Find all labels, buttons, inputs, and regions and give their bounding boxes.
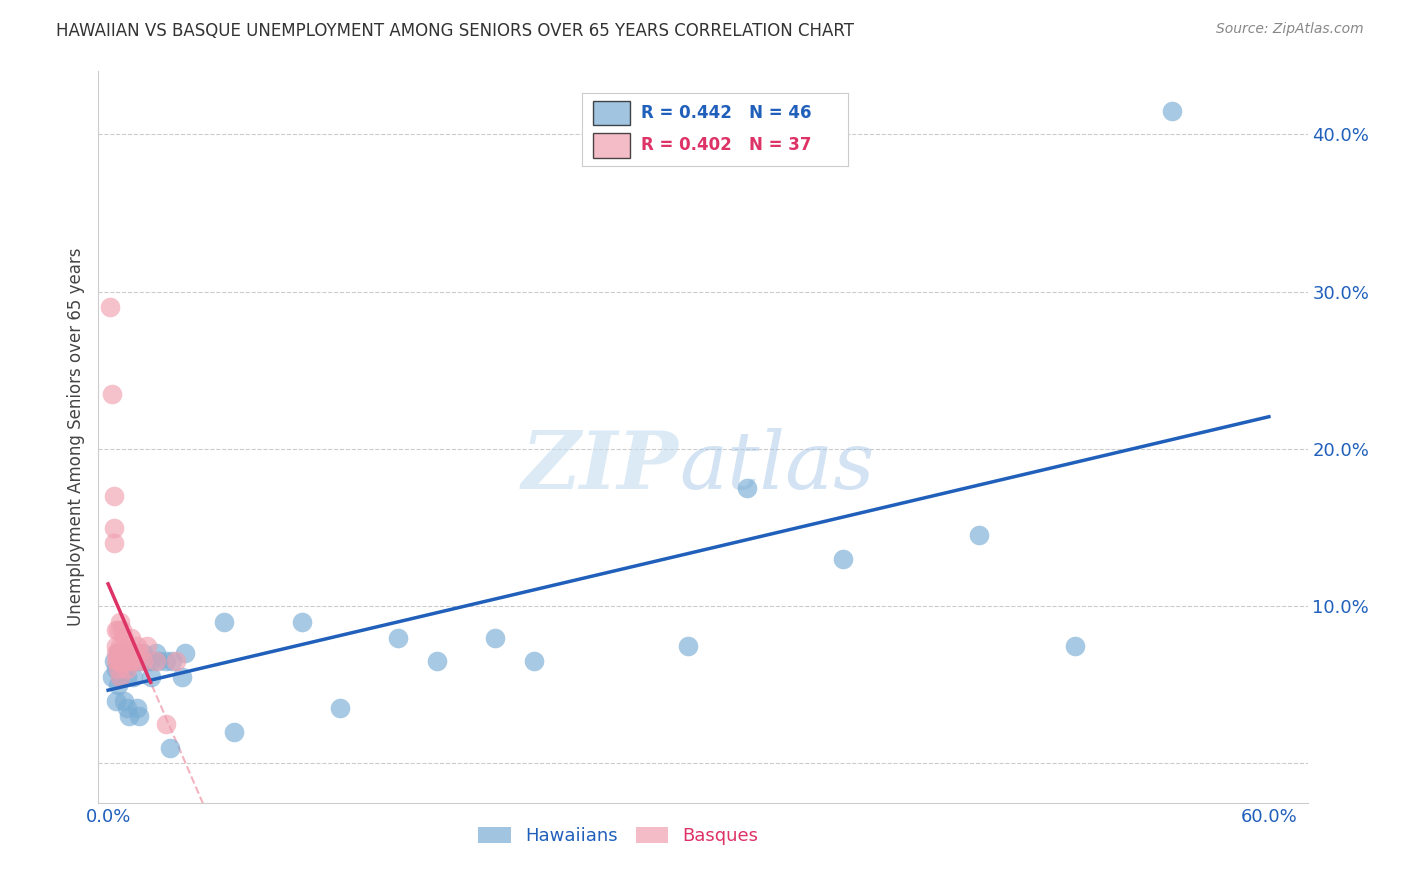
Point xyxy=(104,662,127,676)
Point xyxy=(120,654,142,668)
Point xyxy=(426,654,449,668)
Point xyxy=(523,654,546,668)
Point xyxy=(103,536,125,550)
Point xyxy=(120,631,142,645)
Point xyxy=(108,639,131,653)
Point xyxy=(114,639,136,653)
Point xyxy=(103,489,125,503)
Point xyxy=(111,654,134,668)
Point xyxy=(108,654,131,668)
Point xyxy=(1161,103,1184,118)
Point xyxy=(112,662,135,676)
Point xyxy=(329,701,352,715)
Point xyxy=(111,646,134,660)
Point xyxy=(170,670,193,684)
Y-axis label: Unemployment Among Seniors over 65 years: Unemployment Among Seniors over 65 years xyxy=(66,248,84,626)
Point xyxy=(117,662,139,676)
Point xyxy=(128,646,150,660)
Point xyxy=(135,654,157,668)
Point xyxy=(387,631,409,645)
Point xyxy=(212,615,235,629)
Point xyxy=(108,670,131,684)
Point xyxy=(114,654,136,668)
Point xyxy=(165,654,187,668)
Point xyxy=(112,631,135,645)
Text: HAWAIIAN VS BASQUE UNEMPLOYMENT AMONG SENIORS OVER 65 YEARS CORRELATION CHART: HAWAIIAN VS BASQUE UNEMPLOYMENT AMONG SE… xyxy=(56,22,855,40)
Point xyxy=(155,654,177,668)
Point xyxy=(118,709,141,723)
Text: ZIP: ZIP xyxy=(522,427,679,505)
Point xyxy=(678,639,700,653)
Point xyxy=(104,646,127,660)
Point xyxy=(132,654,155,668)
Point xyxy=(127,701,149,715)
Point xyxy=(107,646,129,660)
Legend: Hawaiians, Basques: Hawaiians, Basques xyxy=(471,820,766,852)
Point xyxy=(104,623,127,637)
Point xyxy=(290,615,312,629)
Point xyxy=(735,481,758,495)
Point xyxy=(122,646,145,660)
Point xyxy=(160,654,183,668)
Point xyxy=(103,520,125,534)
Point xyxy=(129,654,152,668)
Point xyxy=(145,646,167,660)
Point xyxy=(104,693,127,707)
Point xyxy=(112,693,135,707)
Text: atlas: atlas xyxy=(679,427,875,505)
Point xyxy=(139,654,162,668)
Point xyxy=(107,662,129,676)
Point xyxy=(127,654,149,668)
Point xyxy=(128,709,150,723)
Point xyxy=(107,646,129,660)
Point xyxy=(484,631,506,645)
Point xyxy=(117,646,139,660)
Point xyxy=(107,678,129,692)
Point xyxy=(832,552,855,566)
Point xyxy=(107,654,129,668)
Point xyxy=(139,670,162,684)
Point xyxy=(117,670,139,684)
Point xyxy=(967,528,990,542)
Point xyxy=(222,725,245,739)
Point xyxy=(101,670,124,684)
Point xyxy=(104,654,127,668)
Point xyxy=(98,301,121,315)
Text: Source: ZipAtlas.com: Source: ZipAtlas.com xyxy=(1216,22,1364,37)
Point xyxy=(1064,639,1087,653)
Point xyxy=(111,646,134,660)
Point xyxy=(145,654,167,668)
Point xyxy=(155,717,177,731)
Point xyxy=(108,670,131,684)
Point xyxy=(117,701,139,715)
Point xyxy=(122,670,145,684)
Point xyxy=(148,654,170,668)
Point xyxy=(104,639,127,653)
Point xyxy=(120,654,142,668)
Point xyxy=(108,615,131,629)
Point xyxy=(107,623,129,637)
Point xyxy=(127,639,149,653)
Point xyxy=(101,387,124,401)
Point xyxy=(111,623,134,637)
Point xyxy=(112,654,135,668)
Point xyxy=(118,654,141,668)
Point xyxy=(174,646,197,660)
Point xyxy=(127,654,149,668)
Point xyxy=(159,740,181,755)
Point xyxy=(132,646,155,660)
Point xyxy=(103,654,125,668)
Point xyxy=(124,646,146,660)
Point xyxy=(135,639,157,653)
